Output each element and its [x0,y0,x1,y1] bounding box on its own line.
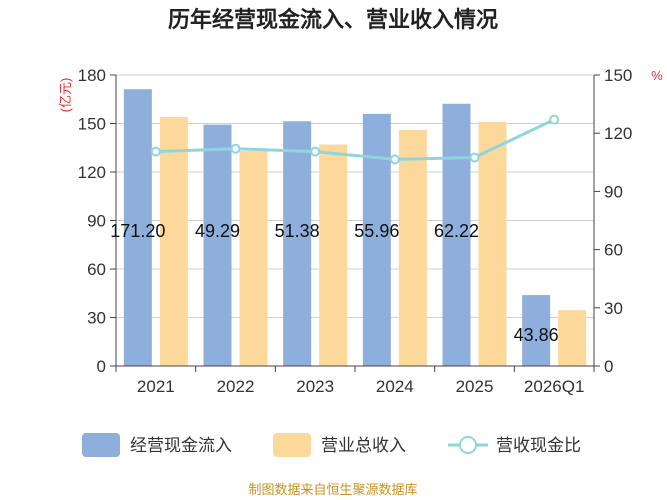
y-right-tick-label: 60 [604,241,623,260]
ratio-point [310,146,321,157]
y-left-unit: (亿元) [58,78,73,113]
data-label: 51.38 [275,221,320,241]
y-right-tick-label: 90 [604,182,623,201]
source-note: 制图数据来自恒生聚源数据库 [248,482,417,497]
bars [123,89,587,367]
legend-label: 经营现金流入 [130,436,232,455]
bar-revenue [319,144,348,366]
data-label: 55.96 [354,221,399,241]
y-left-tick-label: 30 [87,309,106,328]
bar-cash-inflow [442,103,471,367]
bar-revenue [558,310,587,366]
grid [116,74,594,318]
data-labels: 171.20 49.29 51.38 55.96 62.22 43.86 [110,221,558,345]
x-tick-label: 2021 [137,377,175,396]
y-right-tick-label: 150 [604,66,632,85]
y-left-tick-label: 60 [87,260,106,279]
data-label: 62.22 [434,221,479,241]
ratio-point [389,154,400,165]
legend-swatch-marker [459,436,477,454]
bar-revenue [398,129,427,366]
data-label: 171.20 [110,221,165,241]
x-tick-label: 2024 [376,377,414,396]
x-tick-label: 2026Q1 [524,377,585,396]
legend-label: 营收现金比 [496,436,581,455]
bar-revenue [478,121,507,366]
data-label: 43.86 [514,325,559,345]
y-left-tick-label: 90 [87,212,106,231]
legend-label: 营业总收入 [321,436,406,455]
x-tick-label: 2025 [456,377,494,396]
data-label: 49.29 [195,221,240,241]
legend-swatch [82,433,120,457]
y-left-tick-label: 150 [78,115,106,134]
x-tick-label: 2022 [217,377,255,396]
y-right-tick-label: 30 [604,299,623,318]
y-right-tick-label: 0 [604,357,613,376]
bar-revenue [239,150,268,366]
y-right-tick-label: 120 [604,124,632,143]
ratio-line [150,114,560,165]
bar-cash-inflow [203,124,232,367]
y-left-tick-label: 180 [78,66,106,85]
ratio-line-path [155,118,555,161]
ratio-point [469,152,480,163]
legend-swatch [273,433,311,457]
x-tick-label: 2023 [296,377,334,396]
y-right-unit: % [651,68,663,83]
axes: 0 30 60 90 120 150 180 0 30 60 90 120 150 2021 2022 202… [78,66,633,396]
y-left-tick-label: 0 [97,357,106,376]
bar-cash-inflow [123,89,152,366]
ratio-point [150,146,161,157]
y-left-tick-label: 120 [78,163,106,182]
chart-title: 历年经营现金流入、营业收入情况 [168,7,498,32]
bar-cash-inflow [283,121,312,366]
bar-cash-inflow [522,295,551,366]
ratio-point [549,114,560,125]
legend: 经营现金流入 营业总收入 营收现金比 [82,433,581,457]
ratio-point [230,143,241,154]
bar-revenue [159,117,188,367]
